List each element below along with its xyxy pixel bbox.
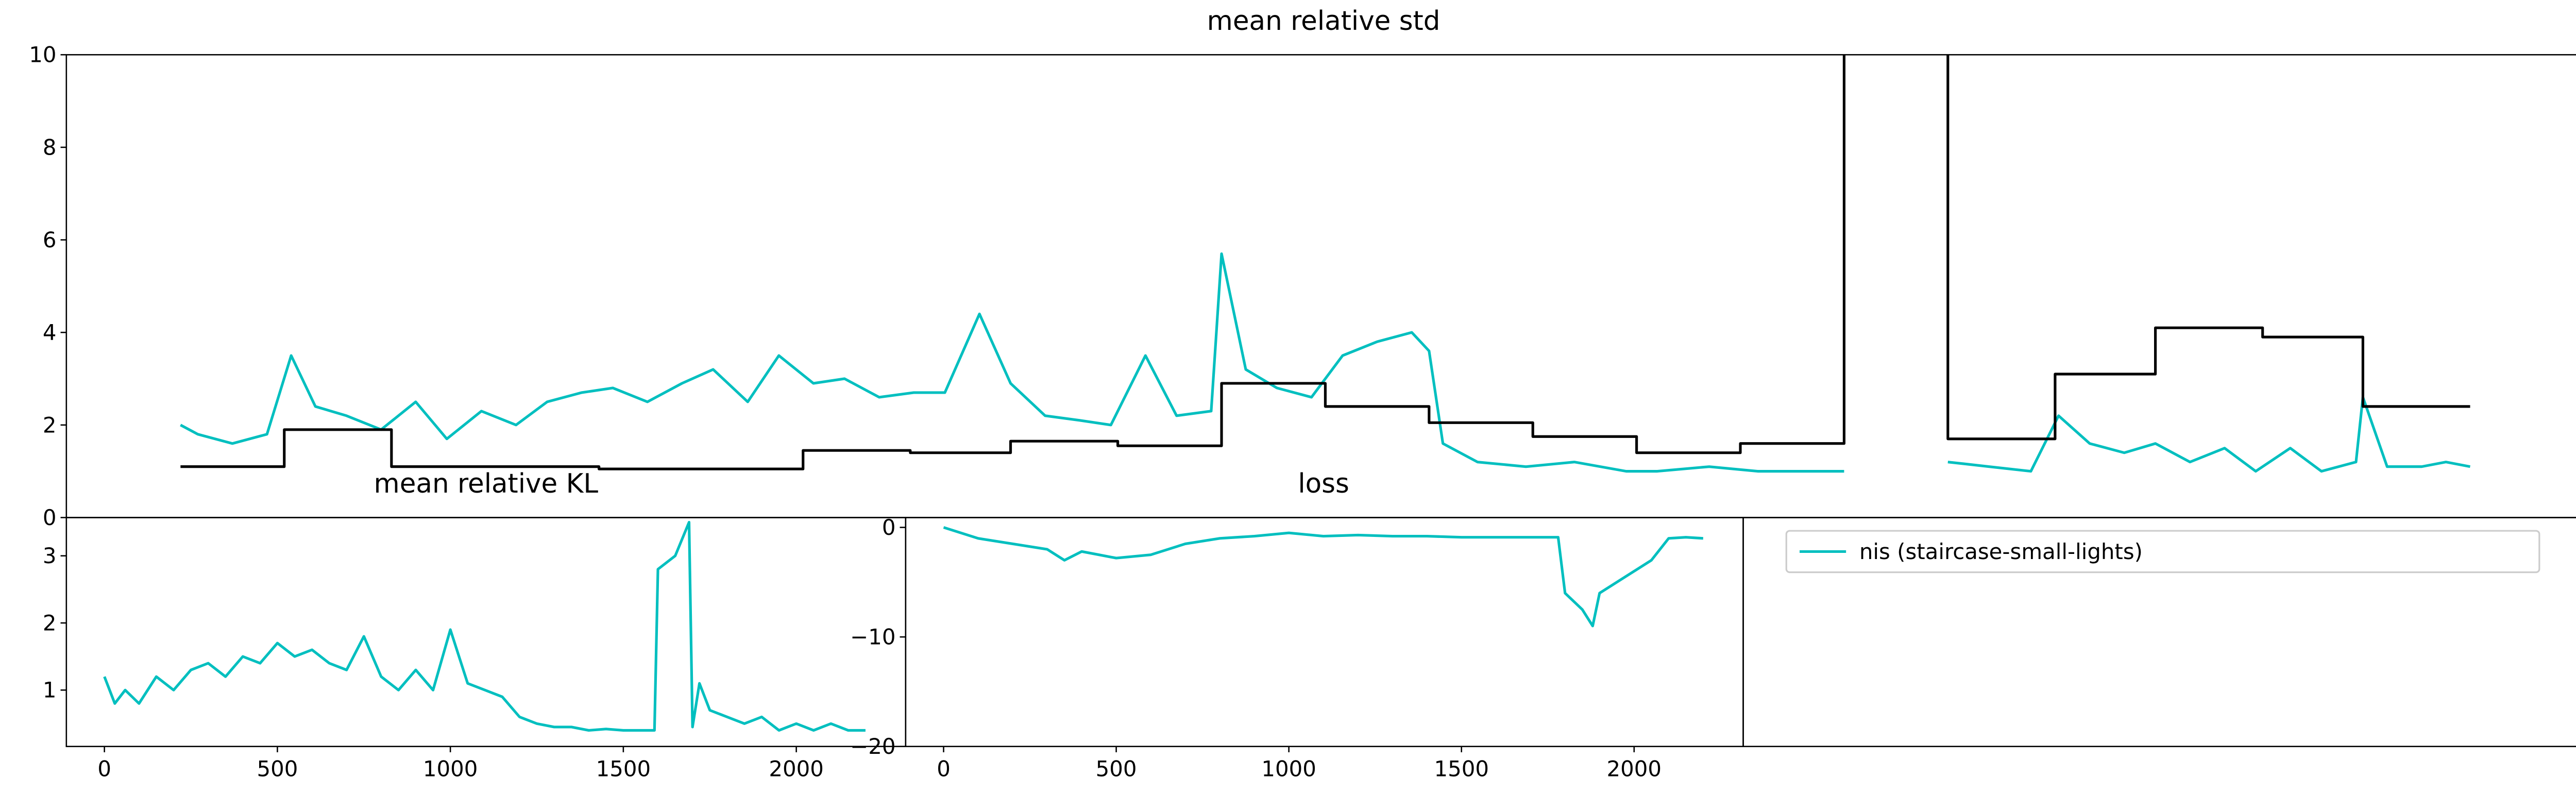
panel-title: mean relative KL: [374, 468, 599, 499]
panel-title: mean relative std: [1207, 6, 1440, 37]
y-tick-label: −10: [850, 625, 895, 650]
x-tick-label: 1500: [596, 756, 651, 782]
y-tick-label: 0: [882, 515, 896, 540]
x-tick-label: 2000: [1607, 756, 1662, 782]
x-tick-label: 1000: [423, 756, 478, 782]
panel-title: loss: [1298, 468, 1349, 499]
x-tick-label: 0: [937, 756, 951, 782]
series-line: [180, 55, 2470, 470]
y-tick-label: 10: [29, 42, 56, 68]
x-tick-label: 1500: [1434, 756, 1489, 782]
series-line: [103, 520, 866, 732]
y-tick-label: −20: [850, 734, 895, 759]
x-tick-label: 0: [97, 756, 111, 782]
y-tick-label: 2: [43, 610, 57, 635]
y-tick-label: 1: [43, 678, 57, 703]
y-tick-label: 2: [43, 412, 57, 437]
y-tick-label: 4: [43, 320, 57, 345]
legend-label: nis (staircase-small-lights): [1859, 539, 2143, 564]
axes-frame: [1742, 517, 2576, 747]
series-line: [943, 526, 1703, 628]
x-tick-label: 500: [1096, 756, 1137, 782]
x-tick-label: 500: [257, 756, 298, 782]
axes-frame: [65, 517, 907, 747]
y-tick-label: 3: [43, 543, 57, 568]
y-tick-label: 0: [43, 505, 57, 530]
series-line: [180, 252, 2470, 473]
axes-frame: [65, 54, 2576, 518]
axes-frame: [905, 517, 1744, 747]
legend-box: [1785, 530, 2540, 573]
y-tick-label: 8: [43, 134, 57, 160]
y-tick-label: 6: [43, 227, 57, 252]
x-tick-label: 2000: [769, 756, 824, 782]
x-tick-label: 1000: [1261, 756, 1316, 782]
